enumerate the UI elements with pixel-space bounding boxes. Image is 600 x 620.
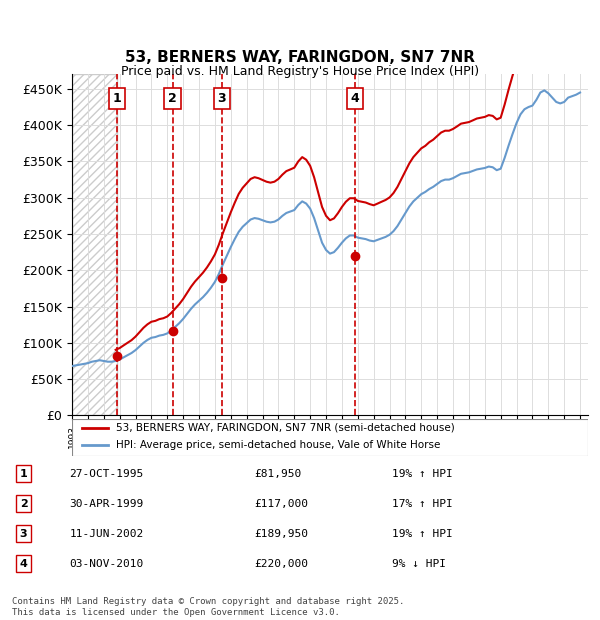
Text: £117,000: £117,000 — [254, 499, 308, 509]
Text: 2: 2 — [20, 499, 28, 509]
Text: Price paid vs. HM Land Registry's House Price Index (HPI): Price paid vs. HM Land Registry's House … — [121, 65, 479, 78]
Text: 27-OCT-1995: 27-OCT-1995 — [70, 469, 144, 479]
Text: 1: 1 — [113, 92, 121, 105]
Text: 53, BERNERS WAY, FARINGDON, SN7 7NR (semi-detached house): 53, BERNERS WAY, FARINGDON, SN7 7NR (sem… — [116, 423, 455, 433]
FancyBboxPatch shape — [72, 418, 588, 456]
Text: 3: 3 — [218, 92, 226, 105]
Text: 9% ↓ HPI: 9% ↓ HPI — [392, 559, 446, 569]
Text: 17% ↑ HPI: 17% ↑ HPI — [392, 499, 453, 509]
Text: £81,950: £81,950 — [254, 469, 301, 479]
Text: 4: 4 — [20, 559, 28, 569]
Text: 11-JUN-2002: 11-JUN-2002 — [70, 529, 144, 539]
Text: 2: 2 — [168, 92, 177, 105]
Text: 53, BERNERS WAY, FARINGDON, SN7 7NR: 53, BERNERS WAY, FARINGDON, SN7 7NR — [125, 50, 475, 64]
Bar — [72, 74, 117, 415]
Text: 1: 1 — [20, 469, 28, 479]
Text: HPI: Average price, semi-detached house, Vale of White Horse: HPI: Average price, semi-detached house,… — [116, 440, 440, 450]
Bar — [72, 74, 117, 415]
Text: 19% ↑ HPI: 19% ↑ HPI — [392, 529, 453, 539]
Text: £220,000: £220,000 — [254, 559, 308, 569]
Text: Contains HM Land Registry data © Crown copyright and database right 2025.
This d: Contains HM Land Registry data © Crown c… — [12, 598, 404, 617]
Text: £189,950: £189,950 — [254, 529, 308, 539]
Text: 19% ↑ HPI: 19% ↑ HPI — [392, 469, 453, 479]
Text: 3: 3 — [20, 529, 28, 539]
Text: 30-APR-1999: 30-APR-1999 — [70, 499, 144, 509]
Text: 03-NOV-2010: 03-NOV-2010 — [70, 559, 144, 569]
Text: 4: 4 — [351, 92, 359, 105]
